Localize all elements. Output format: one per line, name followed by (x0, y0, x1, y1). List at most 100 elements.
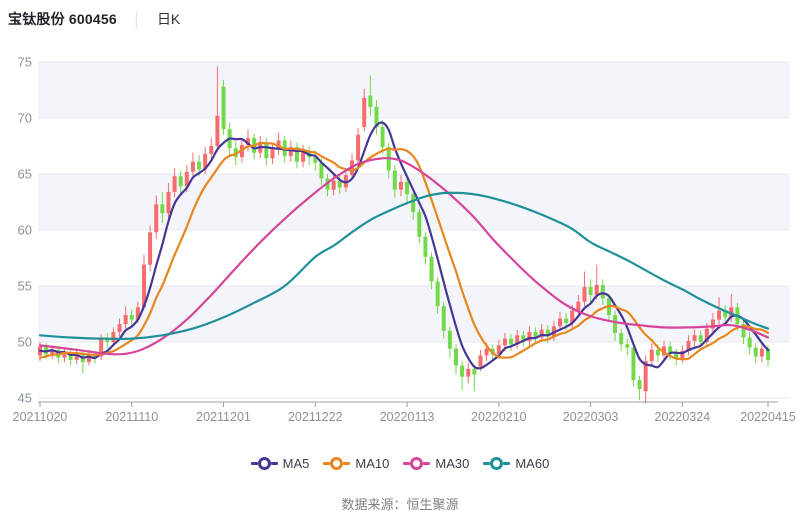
grid-band (38, 62, 790, 118)
candle (637, 380, 642, 390)
legend-label: MA60 (515, 456, 550, 471)
x-axis-label: 20220303 (563, 410, 619, 424)
legend-item-ma60[interactable]: MA60 (483, 456, 549, 471)
candle (466, 368, 471, 377)
candle (502, 338, 507, 346)
kline-chart[interactable]: 45 50 55 60 65 70 75 20211020 20211110 20211201 20… (0, 0, 800, 440)
candle (625, 344, 630, 348)
ma5-line (38, 121, 770, 370)
legend-label: MA5 (282, 456, 310, 471)
candle (356, 134, 361, 161)
candle (215, 115, 220, 146)
legend-item-ma10[interactable]: MA10 (323, 456, 389, 471)
ma30-circle-icon (410, 457, 424, 470)
ma60-line (38, 191, 770, 341)
candle (753, 347, 758, 357)
candle (674, 353, 679, 359)
candle (747, 337, 752, 348)
candle (435, 281, 440, 307)
candle (509, 338, 514, 345)
candle (233, 148, 238, 158)
candle (423, 236, 428, 257)
candle (294, 147, 299, 162)
candle (111, 331, 116, 342)
candle (417, 212, 422, 237)
candle (600, 284, 605, 299)
period-tab-daily-k[interactable]: 日K (156, 11, 181, 27)
candle (576, 301, 581, 311)
x-axis-label: 20220210 (471, 410, 527, 424)
candle (710, 319, 715, 329)
x-axis-label: 20211110 (105, 410, 158, 424)
legend-label: MA30 (435, 456, 470, 471)
candle (80, 355, 85, 363)
header-divider: │ (132, 11, 141, 27)
candle (759, 348, 764, 357)
y-axis-label: 65 (18, 167, 32, 182)
legend-label: MA10 (355, 456, 390, 471)
x-axis-label: 20220324 (655, 410, 711, 424)
chart-header: 宝钛股份 600456 │ 日K (8, 8, 180, 30)
candle (441, 306, 446, 331)
candle (160, 204, 165, 214)
ma60-circle-icon (490, 457, 504, 470)
candle (668, 346, 673, 354)
candle (301, 151, 306, 162)
candle (619, 333, 624, 345)
y-axis-label: 70 (18, 111, 32, 126)
candle (741, 324, 746, 338)
candle (178, 176, 183, 187)
ma60-line-icon (503, 462, 511, 465)
legend-item-ma5[interactable]: MA5 (250, 456, 310, 471)
candle (135, 307, 140, 320)
candle (398, 181, 403, 190)
candle (68, 352, 73, 360)
candle (692, 335, 697, 341)
candle (680, 350, 685, 359)
ma60-line-icon (483, 462, 491, 465)
ma5-line-icon (250, 462, 258, 465)
candle (368, 95, 373, 107)
y-axis-label: 75 (18, 55, 32, 70)
ma10-line-icon (343, 462, 351, 465)
candle (362, 97, 367, 127)
candles-layer (38, 66, 770, 404)
ma10-line (38, 141, 770, 361)
data-source-note: 数据来源：恒生聚源 (341, 497, 459, 512)
ma5-circle-icon (257, 457, 271, 470)
candle (172, 176, 177, 192)
candle (190, 161, 195, 172)
candle (594, 284, 599, 295)
candle (613, 315, 618, 334)
y-axis-label: 45 (18, 391, 32, 406)
candle (472, 368, 477, 375)
candle (698, 335, 703, 342)
x-axis-label: 20220113 (380, 410, 435, 424)
x-axis-label: 20211020 (13, 410, 68, 424)
candle (564, 318, 569, 323)
legend-item-ma30[interactable]: MA30 (403, 456, 469, 471)
candle (582, 287, 587, 302)
x-axis-label: 20211222 (288, 410, 343, 424)
candle (209, 146, 214, 154)
candle (166, 191, 171, 214)
candle (723, 310, 728, 318)
candle (99, 338, 104, 357)
candle (203, 153, 208, 170)
candle (148, 232, 153, 265)
ma30-line (38, 157, 770, 356)
candle (405, 181, 410, 195)
ma30-line-icon (423, 462, 431, 465)
candle (264, 142, 269, 159)
candle (270, 149, 275, 159)
candle (717, 310, 722, 320)
candle (331, 180, 336, 190)
candle (570, 310, 575, 323)
candle (154, 204, 159, 233)
candle (62, 352, 67, 358)
candle (655, 349, 660, 356)
candle (319, 162, 324, 179)
candle (515, 335, 520, 345)
candle (184, 171, 189, 187)
candle (313, 157, 318, 163)
